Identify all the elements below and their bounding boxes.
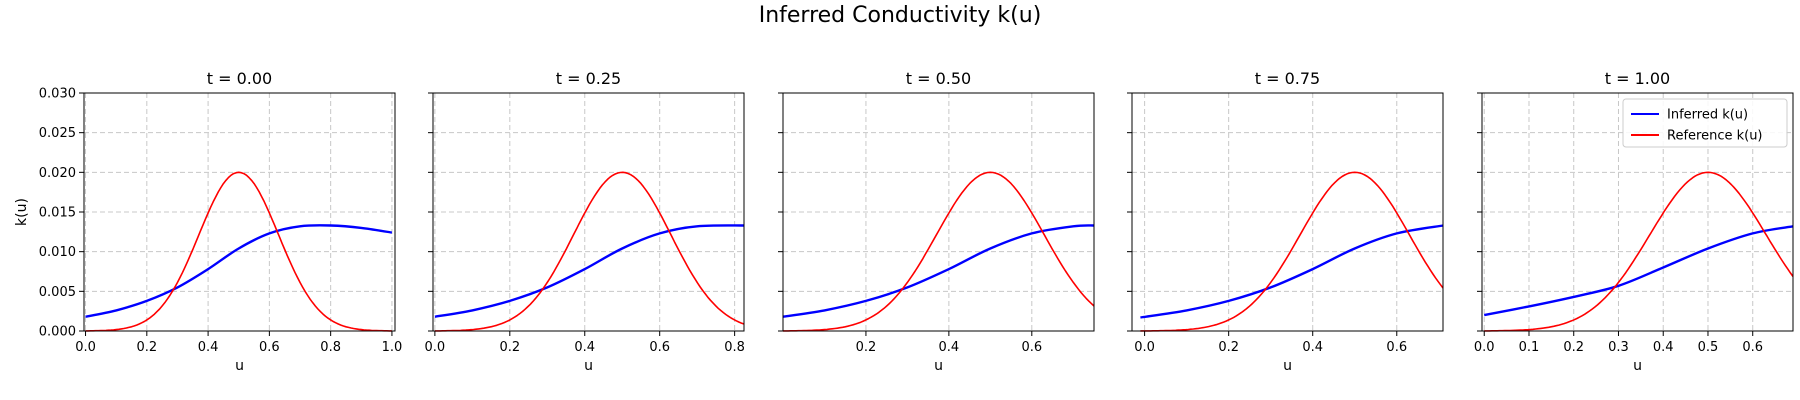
y-axis-label: k(u)	[14, 198, 30, 226]
legend-box	[1622, 98, 1788, 148]
y-tick-label: 0.020	[39, 166, 76, 181]
chart-panel-1: 0.0 0.2 0.4 0.6 0.8 t = 0.25 u	[425, 69, 745, 374]
subplot-title: t = 0.00	[207, 69, 272, 88]
reference-series-line	[1140, 171, 1444, 332]
reference-series-line	[85, 171, 392, 332]
x-tick-label: 0.1	[1519, 340, 1540, 355]
x-tick-label: 0.3	[1608, 340, 1629, 355]
inferred-series-line	[434, 224, 745, 318]
inferred-series-line	[1483, 225, 1794, 317]
y-tick-label: 0.025	[39, 126, 76, 141]
x-tick-label: 0.0	[1134, 340, 1155, 355]
x-tick-label: 0.0	[425, 340, 446, 355]
figure-title: Inferred Conductivity k(u)	[758, 3, 1042, 28]
x-tick-label: 0.4	[1653, 340, 1674, 355]
y-tick-label: 0.015	[39, 206, 76, 221]
x-tick-label: 0.2	[856, 340, 877, 355]
subplot-title: t = 0.50	[906, 69, 971, 88]
x-axis-label: u	[934, 358, 943, 374]
x-tick-label: 0.4	[198, 340, 219, 355]
subplot-title: t = 0.75	[1255, 69, 1320, 88]
subplot-title: t = 1.00	[1605, 69, 1670, 88]
chart-panel-4: 0.0 0.1 0.2 0.3 0.4 0.5 0.6 t = 1.00 u Inferred k…	[1474, 69, 1794, 374]
x-axis-label: u	[584, 358, 593, 374]
y-tick-label: 0.010	[39, 245, 76, 260]
inferred-series-line	[85, 224, 393, 318]
x-tick-label: 0.6	[1742, 340, 1763, 355]
x-tick-label: 0.2	[1563, 340, 1584, 355]
x-tick-label: 0.4	[1302, 340, 1323, 355]
chart-panel-0: 0.0 0.2 0.4 0.6 0.8 1.0 0.000 0.005 0.010 0.015 0.…	[14, 69, 402, 374]
x-tick-label: 0.0	[1474, 340, 1495, 355]
chart-panel-3: 0.0 0.2 0.4 0.6 t = 0.75 u	[1127, 69, 1444, 374]
x-tick-label: 0.4	[574, 340, 595, 355]
x-tick-label: 0.2	[499, 340, 520, 355]
x-tick-label: 0.5	[1698, 340, 1719, 355]
inferred-series-line	[1140, 224, 1444, 319]
reference-series-line	[1484, 171, 1794, 332]
subplot-title: t = 0.25	[556, 69, 621, 88]
chart-panel-2: 0.2 0.4 0.6 t = 0.50 u	[778, 69, 1095, 374]
x-tick-label: 0.2	[136, 340, 157, 355]
x-tick-label: 0.0	[75, 340, 96, 355]
x-tick-label: 0.6	[649, 340, 670, 355]
legend-label: Reference k(u)	[1667, 129, 1763, 144]
x-tick-label: 0.4	[939, 340, 960, 355]
y-tick-label: 0.005	[39, 285, 76, 300]
legend-label: Inferred k(u)	[1667, 108, 1748, 123]
x-axis-label: u	[1283, 358, 1292, 374]
x-tick-label: 0.6	[1386, 340, 1407, 355]
x-axis-label: u	[235, 358, 244, 374]
x-tick-label: 0.6	[1021, 340, 1042, 355]
y-tick-label: 0.030	[39, 87, 76, 102]
legend: Inferred k(u) Reference k(u)	[1622, 98, 1788, 148]
reference-series-line	[434, 171, 745, 332]
inferred-series-line	[782, 224, 1095, 318]
x-axis-label: u	[1633, 358, 1642, 374]
x-tick-label: 1.0	[382, 340, 403, 355]
x-tick-label: 0.2	[1218, 340, 1239, 355]
x-tick-label: 0.8	[724, 340, 745, 355]
reference-series-line	[783, 171, 1095, 332]
y-tick-label: 0.000	[39, 325, 76, 340]
x-tick-label: 0.6	[259, 340, 280, 355]
x-tick-label: 0.8	[320, 340, 341, 355]
